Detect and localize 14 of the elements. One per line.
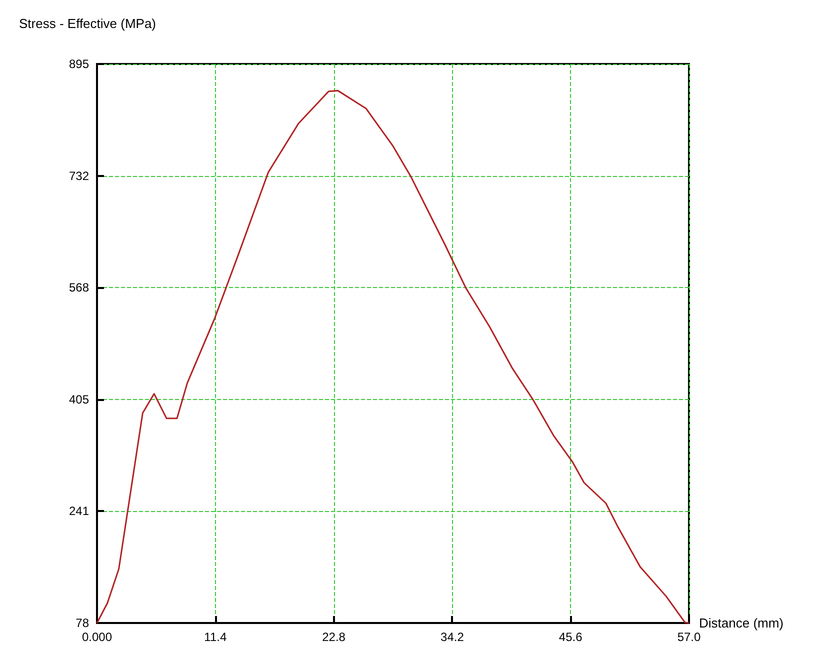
x-tick-label: 11.4 (204, 630, 227, 644)
y-tick-label: 568 (68, 280, 90, 295)
x-axis-title: Distance (mm) (699, 616, 784, 630)
x-tick-label: 34.2 (440, 630, 464, 644)
y-tick-label: 78 (76, 616, 90, 630)
x-tick-label: 0.000 (82, 630, 112, 644)
x-tick-label: 57.0 (677, 630, 701, 644)
x-tick-label: 22.8 (322, 630, 346, 644)
y-tick-label: 241 (68, 504, 90, 518)
y-tick-label: 732 (68, 168, 90, 183)
y-tick-label: 405 (68, 392, 90, 406)
y-axis-title: Stress - Effective (MPa) (19, 16, 156, 31)
y-tick-label: 895 (68, 57, 90, 71)
x-tick-label: 45.6 (558, 630, 583, 644)
